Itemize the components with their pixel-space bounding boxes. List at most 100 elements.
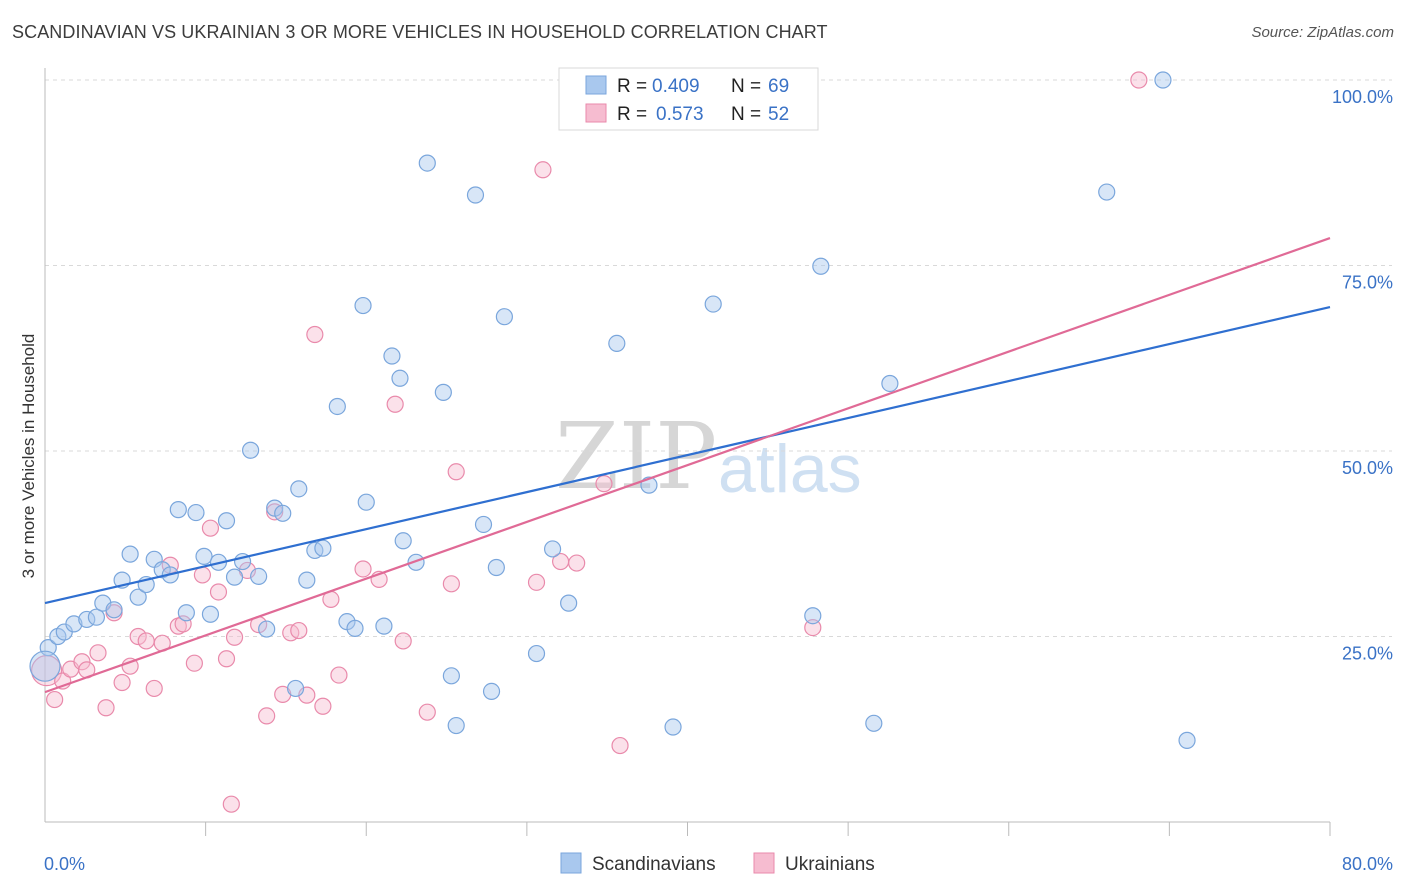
data-point-ukrainians <box>804 618 822 637</box>
legend-r-label: R = <box>617 104 647 125</box>
data-point-scandinavians <box>298 571 316 589</box>
data-point-scandinavians <box>543 540 562 558</box>
data-point-scandinavians <box>434 383 452 401</box>
data-point-scandinavians <box>29 650 61 682</box>
y-axis-label: 3 or more Vehicles in Household <box>19 334 38 579</box>
x-tick-label: 80.0% <box>1342 854 1393 874</box>
data-point-scandinavians <box>65 615 83 633</box>
data-point-ukrainians <box>209 583 228 601</box>
data-point-scandinavians <box>121 545 139 563</box>
data-point-scandinavians <box>258 620 276 638</box>
data-point-ukrainians <box>314 697 332 715</box>
data-point-ukrainians <box>595 475 613 493</box>
data-point-scandinavians <box>560 594 578 612</box>
data-point-ukrainians <box>418 703 436 721</box>
data-point-ukrainians <box>193 566 212 584</box>
series-legend-swatch-scandinavians <box>560 852 582 874</box>
chart-title: SCANDINAVIAN VS UKRAINIAN 3 OR MORE VEHI… <box>12 22 828 42</box>
data-point-scandinavians <box>87 608 106 626</box>
series-legend-swatch-ukrainians <box>753 852 775 874</box>
data-point-scandinavians <box>1154 71 1172 89</box>
data-point-ukrainians <box>442 575 460 593</box>
data-point-ukrainians <box>394 632 412 650</box>
data-point-ukrainians <box>527 573 546 591</box>
data-point-scandinavians <box>1098 183 1116 201</box>
data-point-scandinavians <box>865 714 883 732</box>
data-point-scandinavians <box>169 501 187 519</box>
series-legend: Scandinavians Ukrainians <box>560 852 875 875</box>
source-credit: Source: ZipAtlas.com <box>1251 24 1394 41</box>
y-tick-label: 50.0% <box>1342 458 1393 478</box>
data-point-scandinavians <box>1178 731 1196 749</box>
data-point-ukrainians <box>46 690 64 709</box>
data-point-scandinavians <box>447 716 465 735</box>
legend-n-value-ukrainians: 52 <box>768 104 789 125</box>
data-point-ukrainians <box>225 628 244 646</box>
data-point-ukrainians <box>121 657 139 675</box>
trend-lines <box>44 237 1331 694</box>
y-tick-label: 75.0% <box>1342 273 1393 293</box>
data-point-ukrainians <box>222 795 240 813</box>
data-point-scandinavians <box>482 682 501 701</box>
data-point-ukrainians <box>306 325 324 344</box>
data-point-ukrainians <box>201 519 220 537</box>
data-point-scandinavians <box>286 679 305 698</box>
data-point-scandinavians <box>391 369 409 387</box>
data-point-scandinavians <box>474 515 493 534</box>
scandinavians-points <box>29 71 1196 749</box>
data-point-ukrainians <box>611 736 629 755</box>
data-point-ukrainians <box>258 707 276 725</box>
data-point-ukrainians <box>386 395 404 413</box>
legend-swatch-ukrainians <box>585 103 607 123</box>
data-point-scandinavians <box>664 718 682 736</box>
data-point-scandinavians <box>527 644 546 663</box>
data-point-scandinavians <box>225 568 244 586</box>
data-point-scandinavians <box>394 532 412 550</box>
data-point-ukrainians <box>447 463 465 481</box>
data-point-scandinavians <box>274 504 292 522</box>
stats-legend: R = 0.409 N = 69 R = 0.573 N = 52 <box>558 67 819 131</box>
data-point-ukrainians <box>129 627 147 646</box>
axes: 25.0% 50.0% 75.0% 100.0% 0.0% 80.0% <box>44 68 1393 874</box>
data-point-ukrainians <box>137 632 155 650</box>
data-point-scandinavians <box>495 308 513 326</box>
data-point-scandinavians <box>407 553 425 571</box>
trend-line-scandinavians <box>44 305 1331 605</box>
legend-r-label: R = <box>617 76 647 97</box>
data-point-scandinavians <box>881 374 899 393</box>
grid <box>45 79 1392 637</box>
data-point-ukrainians <box>354 560 372 578</box>
data-point-scandinavians <box>418 154 436 172</box>
data-point-scandinavians <box>608 334 626 353</box>
trend-line-ukrainians <box>44 237 1331 694</box>
y-tick-label: 25.0% <box>1342 644 1393 664</box>
data-point-scandinavians <box>442 667 460 685</box>
data-point-ukrainians <box>174 615 192 633</box>
data-point-ukrainians <box>217 650 236 668</box>
x-tick-label: 0.0% <box>44 854 85 874</box>
legend-n-label: N = <box>731 76 761 97</box>
data-point-scandinavians <box>812 257 830 275</box>
data-point-scandinavians <box>129 588 147 606</box>
data-point-ukrainians <box>185 654 203 672</box>
data-point-scandinavians <box>217 512 236 530</box>
data-point-scandinavians <box>375 617 393 635</box>
data-point-scandinavians <box>201 605 220 623</box>
data-point-ukrainians <box>73 653 91 671</box>
data-point-ukrainians <box>1130 71 1148 89</box>
data-point-ukrainians <box>534 161 552 179</box>
data-point-scandinavians <box>804 607 822 625</box>
series-legend-label-ukrainians: Ukrainians <box>785 854 875 875</box>
data-point-scandinavians <box>328 397 346 416</box>
watermark-zip: ZIP <box>555 403 717 510</box>
data-point-scandinavians <box>357 493 375 511</box>
legend-n-value-scandinavians: 69 <box>768 76 789 97</box>
legend-r-value-ukrainians: 0.573 <box>656 104 704 125</box>
data-point-scandinavians <box>187 503 205 522</box>
data-point-scandinavians <box>290 480 308 498</box>
data-point-scandinavians <box>354 296 372 315</box>
data-point-ukrainians <box>113 673 131 692</box>
data-point-ukrainians <box>145 679 163 698</box>
y-tick-label: 100.0% <box>1332 87 1393 107</box>
